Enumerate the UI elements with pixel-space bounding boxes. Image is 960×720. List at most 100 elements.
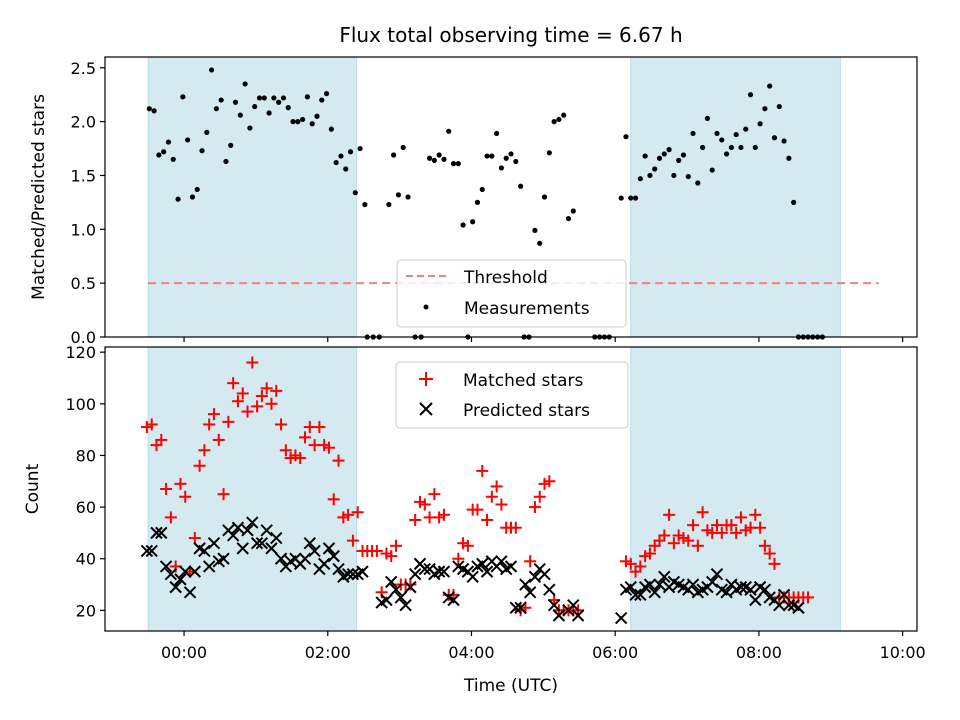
predicted-stars-point xyxy=(504,560,518,573)
measurement-point xyxy=(685,173,691,180)
measurement-point xyxy=(479,186,485,193)
measurement-point xyxy=(700,144,706,151)
matched-stars-point xyxy=(485,490,498,503)
measurement-point xyxy=(314,113,320,119)
measurement-point xyxy=(352,190,358,196)
measurement-point xyxy=(690,130,696,137)
measurement-point xyxy=(484,153,490,159)
matched-stars-point xyxy=(198,444,211,457)
measurement-point xyxy=(455,161,461,167)
measurement-point xyxy=(676,157,682,163)
matched-stars-point xyxy=(222,415,235,428)
predicted-stars-point xyxy=(509,601,522,614)
measurement-point xyxy=(218,97,224,103)
measurement-point xyxy=(189,194,196,200)
matched-stars-point xyxy=(203,418,216,431)
predicted-stars-point xyxy=(169,580,182,594)
measurement-point xyxy=(395,192,402,198)
matched-stars-point xyxy=(428,488,441,501)
measurement-point xyxy=(319,97,325,103)
bottom-ytick-label: 40 xyxy=(76,550,96,569)
measurement-point xyxy=(656,155,663,161)
measurement-point xyxy=(400,144,406,151)
top-plot-frame xyxy=(104,56,918,338)
measurement-point xyxy=(474,199,481,205)
measurement-point xyxy=(786,155,792,161)
top-shaded-window xyxy=(147,56,357,338)
predicted-stars-point xyxy=(710,567,724,581)
measurement-point xyxy=(213,106,219,112)
predicted-stars-point xyxy=(150,526,163,540)
measurement-point xyxy=(517,183,524,189)
predicted-stars-point xyxy=(394,591,408,604)
matched-stars-point xyxy=(231,395,244,408)
measurements-legend-swatch xyxy=(423,304,429,310)
measurement-point xyxy=(271,95,277,101)
matched-stars-point xyxy=(236,387,249,400)
top-legend-box xyxy=(396,259,627,328)
predicted-stars-point xyxy=(346,567,360,581)
matched-stars-point xyxy=(409,513,422,526)
predicted-stars-point xyxy=(792,601,805,614)
matched-stars-point xyxy=(193,459,206,472)
measurement-point xyxy=(781,138,787,144)
predicted-stars-point xyxy=(198,544,211,558)
predicted-stars-point xyxy=(777,588,791,602)
measurement-point xyxy=(295,119,301,125)
matched-legend-label: Matched stars xyxy=(463,371,583,391)
predicted-stars-point xyxy=(274,552,288,565)
matched-stars-point xyxy=(260,382,273,395)
bottom-shaded-window xyxy=(147,346,357,632)
matched-stars-point xyxy=(275,418,288,431)
predicted-stars-point xyxy=(164,567,178,581)
measurement-point xyxy=(561,112,567,118)
matched-stars-point xyxy=(663,508,676,521)
matched-stars-point xyxy=(164,511,177,524)
predicted-stars-point xyxy=(648,586,661,599)
predicted-stars-point xyxy=(202,560,216,573)
predicted-stars-point xyxy=(332,562,345,576)
predicted-stars-point xyxy=(418,562,431,576)
predicted-stars-point xyxy=(634,588,647,602)
matched-stars-point xyxy=(255,390,268,403)
predicted-stars-point xyxy=(231,521,245,534)
matched-stars-point xyxy=(802,591,815,604)
measurement-point xyxy=(180,94,186,100)
predicted-stars-point xyxy=(643,578,657,591)
measurement-point xyxy=(338,153,344,159)
predicted-stars-point xyxy=(547,598,561,612)
measurement-point xyxy=(436,152,442,158)
measurement-point xyxy=(247,125,253,131)
measurement-point xyxy=(632,195,639,201)
matched-stars-point xyxy=(385,550,398,563)
matched-stars-point xyxy=(322,441,335,454)
measurement-point xyxy=(570,208,576,214)
predicted-stars-point xyxy=(303,537,317,550)
predicted-stars-point xyxy=(543,583,556,596)
matched-stars-point xyxy=(528,501,541,514)
predicted-stars-point xyxy=(782,598,796,612)
matched-stars-point xyxy=(174,477,187,490)
predicted-stars-point xyxy=(519,578,532,591)
predicted-stars-point xyxy=(250,537,264,550)
predicted-stars-point xyxy=(686,578,700,591)
measurement-point xyxy=(362,201,368,208)
predicted-stars-point xyxy=(614,611,628,625)
matched-stars-point xyxy=(543,475,556,488)
predicted-stars-point xyxy=(744,583,757,596)
measurement-point xyxy=(156,152,162,158)
measurement-point xyxy=(556,116,562,123)
measurement-point xyxy=(513,158,519,165)
matched-stars-point xyxy=(687,519,700,532)
matched-stars-point xyxy=(758,539,771,552)
predicted-legend-swatch xyxy=(419,402,433,416)
matched-stars-point xyxy=(476,464,489,477)
predicted-stars-point xyxy=(236,542,249,555)
bottom-panel: 20 40 60 80 100 120 00:00 02:00 04:00 06:00 08:00… xyxy=(23,343,926,696)
measurement-point xyxy=(386,201,392,208)
predicted-stars-point xyxy=(476,557,489,571)
matched-stars-point xyxy=(390,539,403,552)
predicted-stars-point xyxy=(437,565,451,578)
measurement-point xyxy=(323,91,330,97)
predicted-stars-point xyxy=(207,537,221,550)
